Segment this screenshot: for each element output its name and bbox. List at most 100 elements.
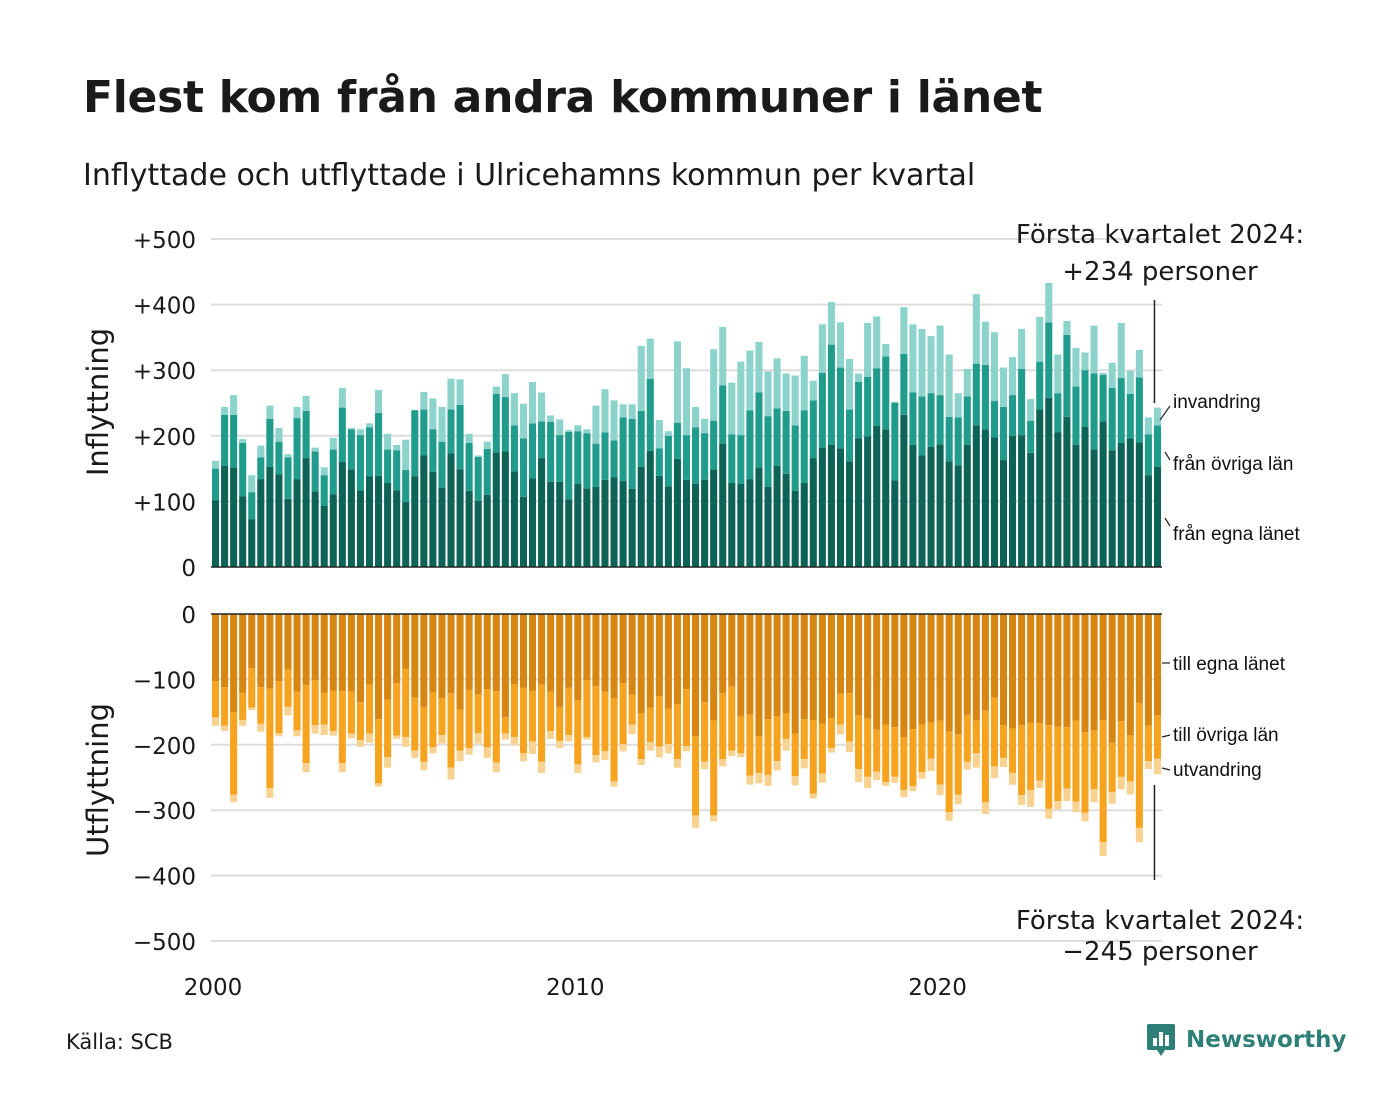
bar-out-0: [356, 614, 364, 703]
bar-in-1: [293, 418, 301, 480]
bar-in-2: [483, 441, 491, 449]
bar-in-2: [972, 294, 980, 364]
bar-in-1: [465, 443, 473, 491]
bar-out-2: [293, 730, 301, 737]
bar-in-0: [719, 443, 727, 567]
bar-out-1: [1090, 730, 1098, 790]
bar-out-0: [990, 614, 998, 698]
bar-out-1: [637, 713, 645, 760]
y-tick-label: +500: [133, 228, 196, 254]
series-leader: [1164, 451, 1171, 461]
bar-out-2: [864, 776, 872, 788]
bar-in-2: [356, 429, 364, 436]
bar-in-0: [737, 483, 745, 567]
bar-out-2: [909, 786, 917, 792]
bar-out-2: [619, 744, 627, 752]
y-tick-label: −100: [133, 668, 196, 694]
bar-out-0: [338, 614, 346, 692]
bar-in-2: [601, 389, 609, 433]
bar-out-1: [728, 686, 736, 751]
bar-in-2: [302, 395, 310, 411]
bar-in-2: [429, 398, 437, 430]
bar-out-0: [474, 614, 482, 695]
bar-in-0: [1072, 444, 1080, 567]
bar-out-2: [782, 738, 790, 751]
bar-out-2: [737, 753, 745, 758]
bar-in-2: [519, 403, 528, 439]
bar-out-1: [818, 723, 826, 774]
bar-in-1: [818, 372, 826, 448]
bar-in-2: [936, 325, 944, 396]
bar-in-2: [257, 445, 265, 458]
bar-out-0: [1045, 614, 1053, 726]
bar-out-0: [375, 614, 383, 720]
bar-out-0: [628, 614, 636, 695]
bar-out-2: [483, 747, 491, 758]
bar-in-0: [1099, 421, 1107, 567]
bar-out-1: [655, 696, 663, 747]
bar-out-0: [746, 614, 754, 715]
bar-in-1: [483, 448, 491, 495]
bar-out-0: [610, 614, 618, 699]
bar-out-1: [1108, 742, 1116, 792]
bar-in-1: [574, 431, 582, 484]
bar-out-1: [936, 720, 944, 785]
bar-out-1: [311, 680, 319, 726]
bar-in-2: [465, 433, 473, 444]
bar-out-2: [384, 757, 392, 768]
bar-in-0: [211, 500, 220, 567]
bar-out-0: [365, 614, 374, 685]
bar-out-2: [329, 731, 337, 736]
y-tick-label: −400: [133, 865, 196, 891]
bar-out-2: [356, 740, 364, 747]
bar-in-0: [420, 455, 428, 567]
bar-in-0: [601, 479, 609, 567]
bar-in-1: [782, 410, 790, 474]
bar-in-0: [284, 498, 292, 567]
bar-in-2: [438, 406, 446, 442]
bar-in-0: [320, 505, 328, 567]
bar-out-0: [393, 614, 401, 684]
bar-out-1: [1054, 726, 1062, 802]
bar-in-1: [800, 410, 808, 484]
bar-out-0: [429, 614, 437, 693]
bar-in-2: [266, 405, 274, 419]
bar-in-2: [1027, 399, 1035, 421]
bar-out-2: [592, 755, 600, 763]
bar-in-1: [284, 457, 292, 499]
bar-out-0: [845, 614, 854, 694]
bar-out-0: [230, 614, 238, 713]
bar-out-1: [230, 712, 238, 795]
bar-out-2: [565, 734, 573, 742]
bar-out-1: [619, 683, 627, 745]
bar-in-0: [637, 466, 645, 567]
bar-in-2: [1072, 347, 1080, 387]
bar-out-2: [791, 776, 799, 786]
bar-out-1: [239, 693, 247, 720]
bar-in-1: [719, 385, 727, 444]
bar-in-2: [230, 395, 238, 415]
bar-out-0: [936, 614, 944, 721]
bar-out-0: [972, 614, 980, 721]
bar-in-0: [583, 488, 591, 567]
bar-out-2: [1027, 789, 1035, 807]
bar-out-2: [456, 750, 464, 762]
bar-in-2: [737, 361, 745, 436]
y-tick-label: +300: [133, 359, 196, 385]
bar-out-2: [809, 793, 817, 799]
bar-in-1: [211, 468, 220, 501]
bar-in-2: [492, 386, 500, 394]
bar-out-2: [773, 761, 781, 771]
bar-in-0: [429, 471, 437, 567]
newsworthy-logo-icon: [1147, 1024, 1175, 1056]
bar-in-2: [592, 405, 600, 444]
bar-out-1: [474, 694, 482, 734]
bar-out-2: [1054, 801, 1062, 810]
bar-out-1: [746, 714, 754, 776]
bar-out-2: [447, 767, 455, 780]
bar-out-1: [347, 691, 355, 734]
bar-in-0: [411, 476, 419, 567]
bar-out-1: [918, 724, 926, 773]
bar-out-1: [999, 725, 1008, 758]
bar-out-0: [755, 614, 763, 737]
